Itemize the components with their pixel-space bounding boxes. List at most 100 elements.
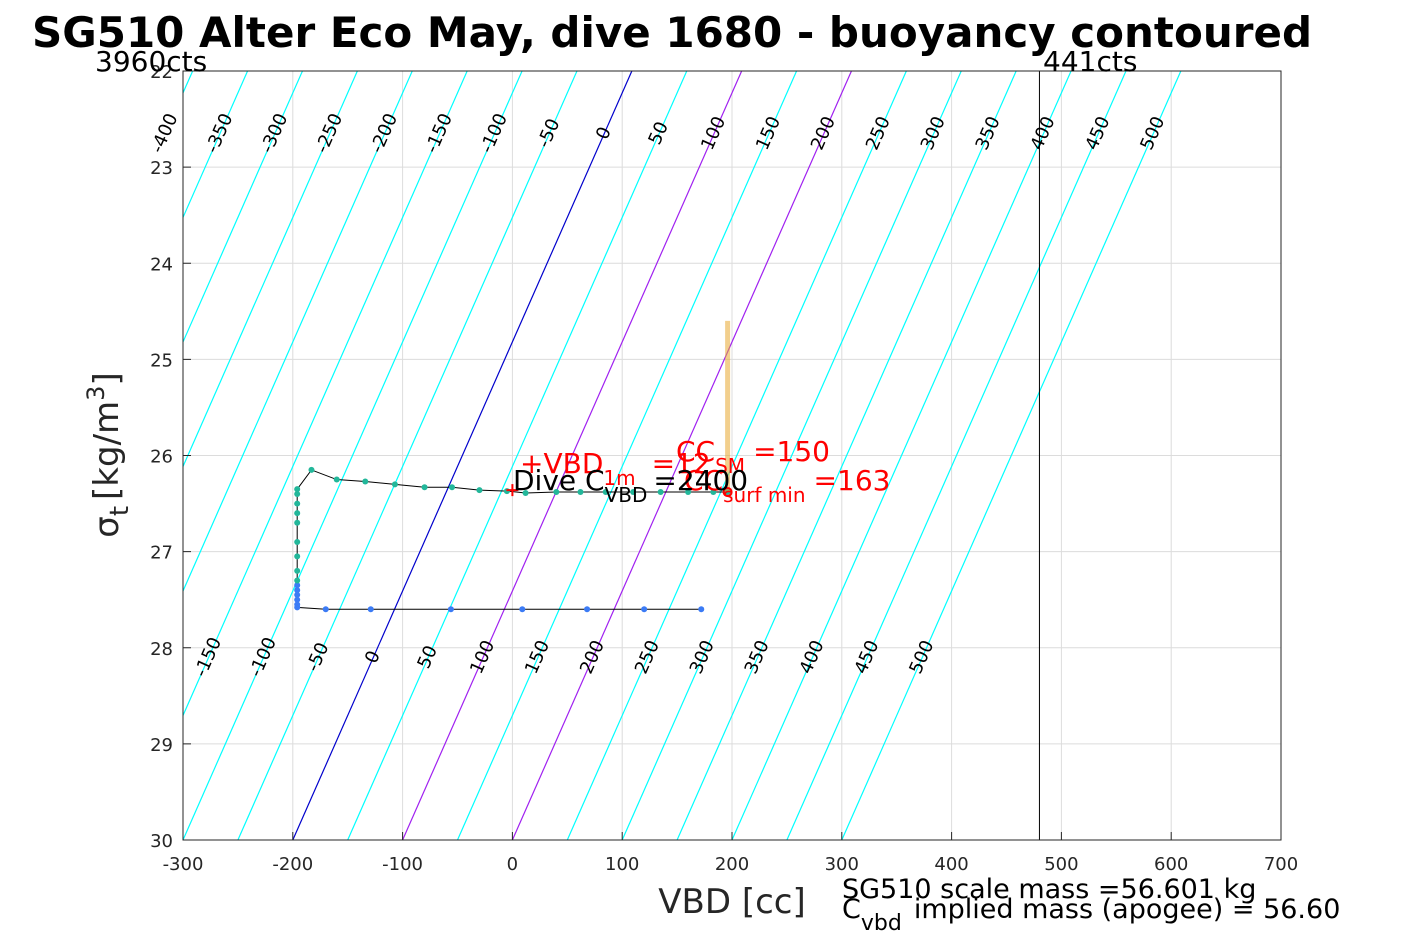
contour-line: [676, 71, 1017, 840]
dive-c-vbd-annotation: Dive CVBD =2400: [513, 464, 748, 507]
x-tick-label: 300: [825, 854, 859, 875]
contour-label-bottom: 250: [631, 637, 664, 677]
y-axis-ticks: 22 23 24 25 26 27 28 29 30: [150, 62, 191, 852]
dive-point-up: [685, 489, 692, 496]
contour-label-bottom: -150: [190, 634, 226, 680]
contour-line: [731, 71, 1072, 840]
dive-point-up: [421, 484, 428, 491]
dive-point-down: [584, 606, 591, 613]
y-tick-label: 22: [150, 62, 173, 83]
contour-line: [237, 71, 578, 840]
implied-mass-annotation: Cvbd implied mass (apogee) = 56.60: [842, 894, 1340, 936]
x-tick-label: 0: [507, 854, 518, 875]
contour-line: [183, 71, 523, 840]
contour-label-top: -250: [312, 110, 348, 156]
contour-label-bottom: -100: [245, 634, 281, 680]
dive-point-up: [294, 567, 301, 574]
contour-label-top: -400: [147, 110, 183, 156]
dive-point-up: [476, 487, 483, 494]
contour-label-bottom: -50: [302, 639, 333, 674]
y-tick-label: 30: [150, 831, 173, 852]
contour-label-bottom: 350: [741, 637, 774, 677]
cc-sm-annotation: CCSM =150: [676, 435, 830, 478]
contour-line: [511, 71, 853, 840]
dive-point-up: [630, 489, 637, 496]
contour-label-bottom: 300: [686, 637, 719, 677]
dive-point-down: [698, 606, 705, 613]
y-axis-label-close: ]: [87, 372, 127, 385]
x-tick-label: 500: [1044, 854, 1078, 875]
dive-point-up: [449, 484, 456, 491]
contour-label-top: 300: [917, 113, 950, 153]
contour-label-top: 200: [807, 113, 840, 153]
contour-line: [841, 71, 1182, 840]
vbd-1m-annotation: +VBD1m =12: [520, 447, 711, 490]
x-tick-label: 400: [934, 854, 968, 875]
contour-label-top: 50: [645, 119, 673, 148]
y-axis-label-sub: t: [105, 506, 135, 516]
dive-point-up: [308, 466, 315, 473]
dive-point-up: [294, 519, 301, 526]
x-tick-label: 200: [715, 854, 749, 875]
x-tick-label: 700: [1264, 854, 1298, 875]
dive-point-up: [294, 500, 301, 507]
y-tick-label: 26: [150, 447, 173, 468]
contour-line: [566, 71, 907, 840]
y-axis-label-sup: 3: [82, 386, 110, 401]
contour-label-top: 100: [697, 113, 730, 153]
dive-point-up: [602, 489, 609, 496]
y-tick-label: 28: [150, 639, 173, 660]
dive-point-down: [367, 606, 374, 613]
x-tick-label: -300: [163, 854, 204, 875]
y-axis-label: σt [kg/m3]: [82, 372, 135, 537]
contour-label-bottom: 500: [905, 637, 938, 677]
contour-label-top: -100: [476, 110, 512, 156]
dive-point-up: [294, 539, 301, 546]
dive-point-up: [577, 489, 584, 496]
contour-label-bottom: 0: [361, 648, 385, 667]
dive-point-up: [657, 489, 664, 496]
dive-point-up: [522, 489, 529, 496]
contour-label-bottom: 150: [521, 637, 554, 677]
dive-point-up: [553, 489, 560, 496]
x-axis-ticks: -300 -200 -100 0 100 200 300 400 500 600 700: [163, 832, 1298, 875]
contour-line: [347, 71, 688, 840]
dive-point-up: [294, 486, 301, 493]
dive-point-down: [447, 606, 454, 613]
contour-line: [292, 71, 633, 840]
y-axis-label-unit: [kg/m: [87, 401, 127, 500]
contour-label-bottom: 200: [576, 637, 609, 677]
cc-marker: [722, 487, 733, 498]
contour-lines: [183, 71, 1182, 840]
y-tick-label: 25: [150, 350, 173, 371]
y-tick-label: 24: [150, 254, 173, 275]
contour-line: [183, 71, 413, 593]
dive-series: [294, 318, 733, 613]
left-limit-label: 3960cts: [95, 45, 207, 78]
dive-point-up: [294, 490, 301, 497]
x-tick-label: -200: [272, 854, 313, 875]
dive-point-down: [294, 587, 301, 594]
dive-point-up: [710, 489, 717, 496]
x-tick-label: 100: [605, 854, 639, 875]
contour-line: [456, 71, 798, 840]
contour-label-bottom: 100: [466, 637, 499, 677]
contour-label-bottom: 50: [414, 642, 442, 671]
chart-title: SG510 Alter Eco May, dive 1680 - buoyanc…: [32, 8, 1312, 57]
contour-label-top: 0: [592, 124, 616, 143]
right-limit-label: 441cts: [1043, 45, 1137, 78]
contour-label-top: -350: [202, 110, 238, 156]
contour-label-bottom: 400: [796, 637, 829, 677]
dive-point-down: [294, 591, 301, 598]
contour-label-top: -300: [257, 110, 293, 156]
dive-point-down: [294, 596, 301, 603]
dive-point-down: [322, 606, 329, 613]
dive-point-up: [294, 510, 301, 517]
contour-line: [402, 71, 743, 840]
contour-label-top: 150: [752, 113, 785, 153]
dive-point-up: [294, 553, 301, 560]
dive-point-up: [391, 481, 398, 488]
y-tick-label: 29: [150, 735, 173, 756]
svg-text:σt[kg/m3]: σt [kg/m3]: [82, 372, 135, 537]
